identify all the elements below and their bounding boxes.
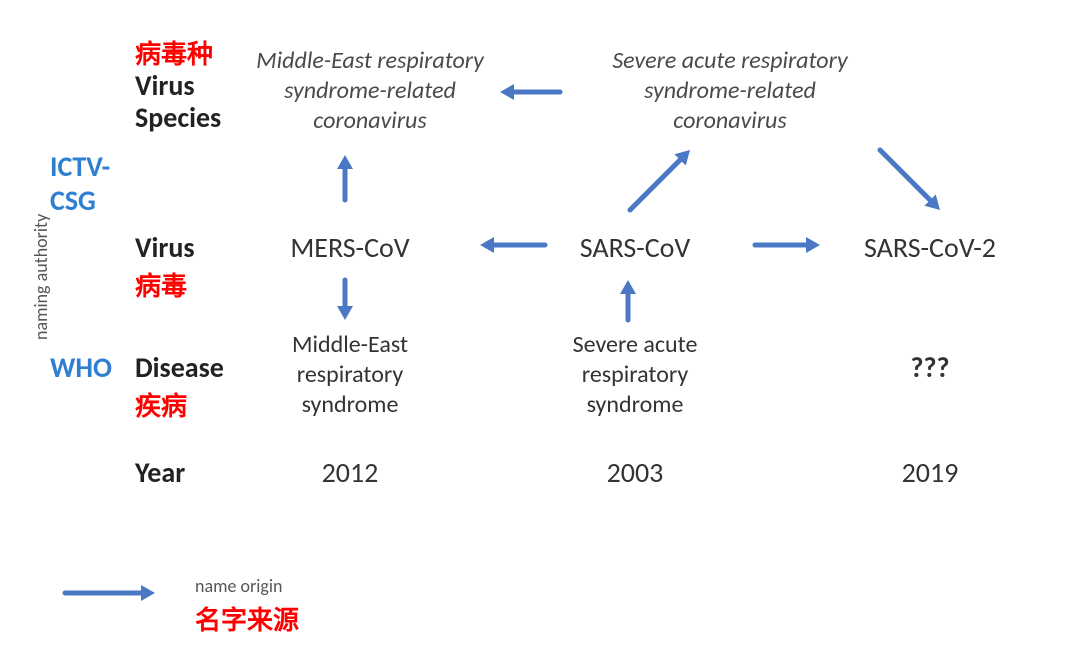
species-sars-to-sars2-line [880, 150, 934, 204]
row-label-virus: Virus [135, 230, 195, 265]
authority-ictv: ICTV-CSG [50, 150, 140, 217]
virus-mers: MERS-CoV [270, 230, 430, 265]
row-label-species-text: VirusSpecies [135, 68, 221, 135]
row-label-year: Year [135, 455, 185, 490]
species-sars-to-mers-head [500, 84, 514, 100]
disease-mers: Middle-Eastrespiratorysyndrome [270, 330, 430, 420]
virus-sars: SARS-CoV [560, 230, 710, 265]
disease-sars2: ??? [890, 350, 970, 385]
authority-ictv-text: ICTV-CSG [50, 149, 110, 218]
virus-sars2: SARS-CoV-2 [840, 230, 1020, 265]
year-sars2: 2019 [880, 455, 980, 490]
cn-disease: 疾病 [135, 386, 187, 423]
disease-sars-to-virus-head [620, 280, 636, 294]
naming-authority-vlabel: naming authority [30, 214, 52, 340]
authority-who: WHO [50, 350, 112, 385]
cn-name-origin: 名字来源 [195, 600, 299, 637]
legend-name-origin: name origin [195, 575, 282, 597]
diagram-stage: naming authority ICTV-CSG WHO VirusSpeci… [0, 0, 1080, 664]
disease-sars: Severe acuterespiratorysyndrome [555, 330, 715, 420]
row-label-species: VirusSpecies [135, 70, 221, 134]
virus-mers-to-species-head [337, 155, 353, 169]
species-sars: Severe acute respiratorysyndrome-related… [575, 46, 885, 136]
species-sars-to-sars2-head [924, 194, 940, 210]
cn-species: 病毒种 [135, 34, 213, 71]
virus-sars-to-species-line [630, 156, 684, 210]
cn-virus: 病毒 [135, 266, 187, 303]
virus-sars-to-mers-head [480, 237, 494, 253]
year-sars: 2003 [585, 455, 685, 490]
legend-arrow-head [141, 585, 155, 601]
virus-sars-to-species-head [674, 150, 690, 166]
virus-mers-to-disease-head [337, 306, 353, 320]
virus-sars-to-sars2-head [806, 237, 820, 253]
year-mers: 2012 [300, 455, 400, 490]
row-label-disease: Disease [135, 350, 224, 385]
species-mers: Middle-East respiratorysyndrome-relatedc… [240, 46, 500, 136]
